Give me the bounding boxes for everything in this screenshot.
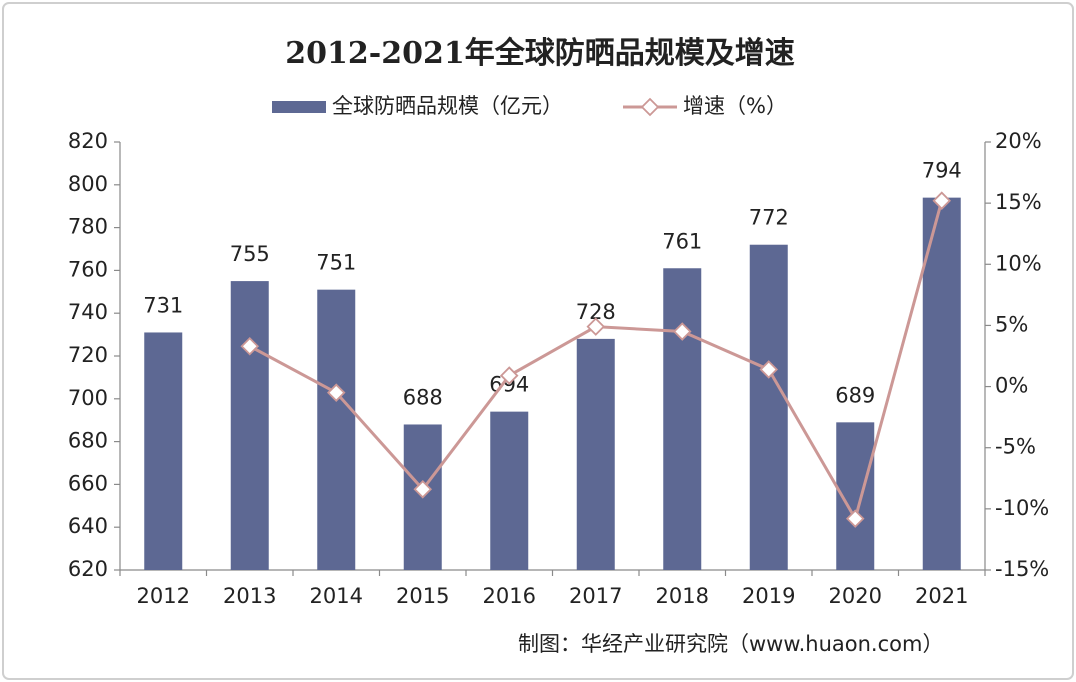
y2-tick-label: 15% <box>995 190 1042 214</box>
y-tick-label: 640 <box>68 514 108 538</box>
growth-marker <box>759 360 779 379</box>
bar-value-label: 689 <box>835 383 875 407</box>
y-tick-label: 660 <box>68 471 108 495</box>
bar-value-label: 772 <box>749 206 789 230</box>
y2-tick-label: 20% <box>995 129 1042 153</box>
x-tick-label: 2018 <box>656 584 709 608</box>
legend-label: 全球防晒品规模（亿元） <box>332 94 563 118</box>
x-tick-label: 2019 <box>742 584 795 608</box>
bar <box>490 411 529 570</box>
growth-marker <box>499 366 519 385</box>
bar <box>749 244 788 570</box>
y-tick-label: 760 <box>68 257 108 281</box>
y-tick-label: 680 <box>68 429 108 453</box>
y2-tick-label: -15% <box>995 557 1049 581</box>
growth-marker <box>326 383 346 402</box>
bar-value-label: 751 <box>316 251 356 275</box>
bar <box>317 289 356 570</box>
bar-value-label: 755 <box>230 242 270 266</box>
y-tick-label: 740 <box>68 300 108 324</box>
y-tick-label: 620 <box>68 557 108 581</box>
y-tick-label: 780 <box>68 215 108 239</box>
growth-marker <box>240 336 260 356</box>
bar <box>663 268 702 570</box>
growth-marker <box>413 480 433 499</box>
x-tick-label: 2017 <box>569 584 622 608</box>
x-tick-label: 2021 <box>915 584 968 608</box>
x-tick-label: 2012 <box>137 584 190 608</box>
x-tick-label: 2014 <box>310 584 363 608</box>
chart-title: 2012-2021年全球防晒品规模及增速 <box>285 36 794 71</box>
growth-marker <box>672 322 692 341</box>
y-tick-label: 800 <box>68 172 108 196</box>
y2-tick-label: 0% <box>995 374 1028 398</box>
x-tick-label: 2020 <box>829 584 882 608</box>
y2-tick-label: -10% <box>995 496 1049 520</box>
legend-marker <box>640 97 660 117</box>
x-tick-label: 2015 <box>396 584 449 608</box>
bar <box>922 197 961 570</box>
bar-value-label: 761 <box>662 229 702 253</box>
bar-value-label: 794 <box>922 159 962 183</box>
bar <box>144 332 183 570</box>
bar <box>576 338 615 570</box>
source-note: 制图：华经产业研究院（www.huaon.com） <box>518 632 943 656</box>
y2-tick-label: 5% <box>995 312 1028 336</box>
growth-marker <box>932 191 952 210</box>
y-tick-label: 820 <box>68 129 108 153</box>
growth-marker <box>845 509 865 528</box>
legend-swatch <box>272 101 326 113</box>
y2-tick-label: 10% <box>995 251 1042 275</box>
x-tick-label: 2013 <box>223 584 276 608</box>
bar-value-label: 688 <box>403 385 443 409</box>
bar-value-label: 731 <box>143 293 183 317</box>
legend-label: 增速（%） <box>683 94 787 118</box>
bar <box>230 281 269 570</box>
x-tick-label: 2016 <box>483 584 536 608</box>
y2-tick-label: -5% <box>995 435 1036 459</box>
growth-marker <box>586 317 606 336</box>
y-tick-label: 700 <box>68 386 108 410</box>
y-tick-label: 720 <box>68 343 108 367</box>
